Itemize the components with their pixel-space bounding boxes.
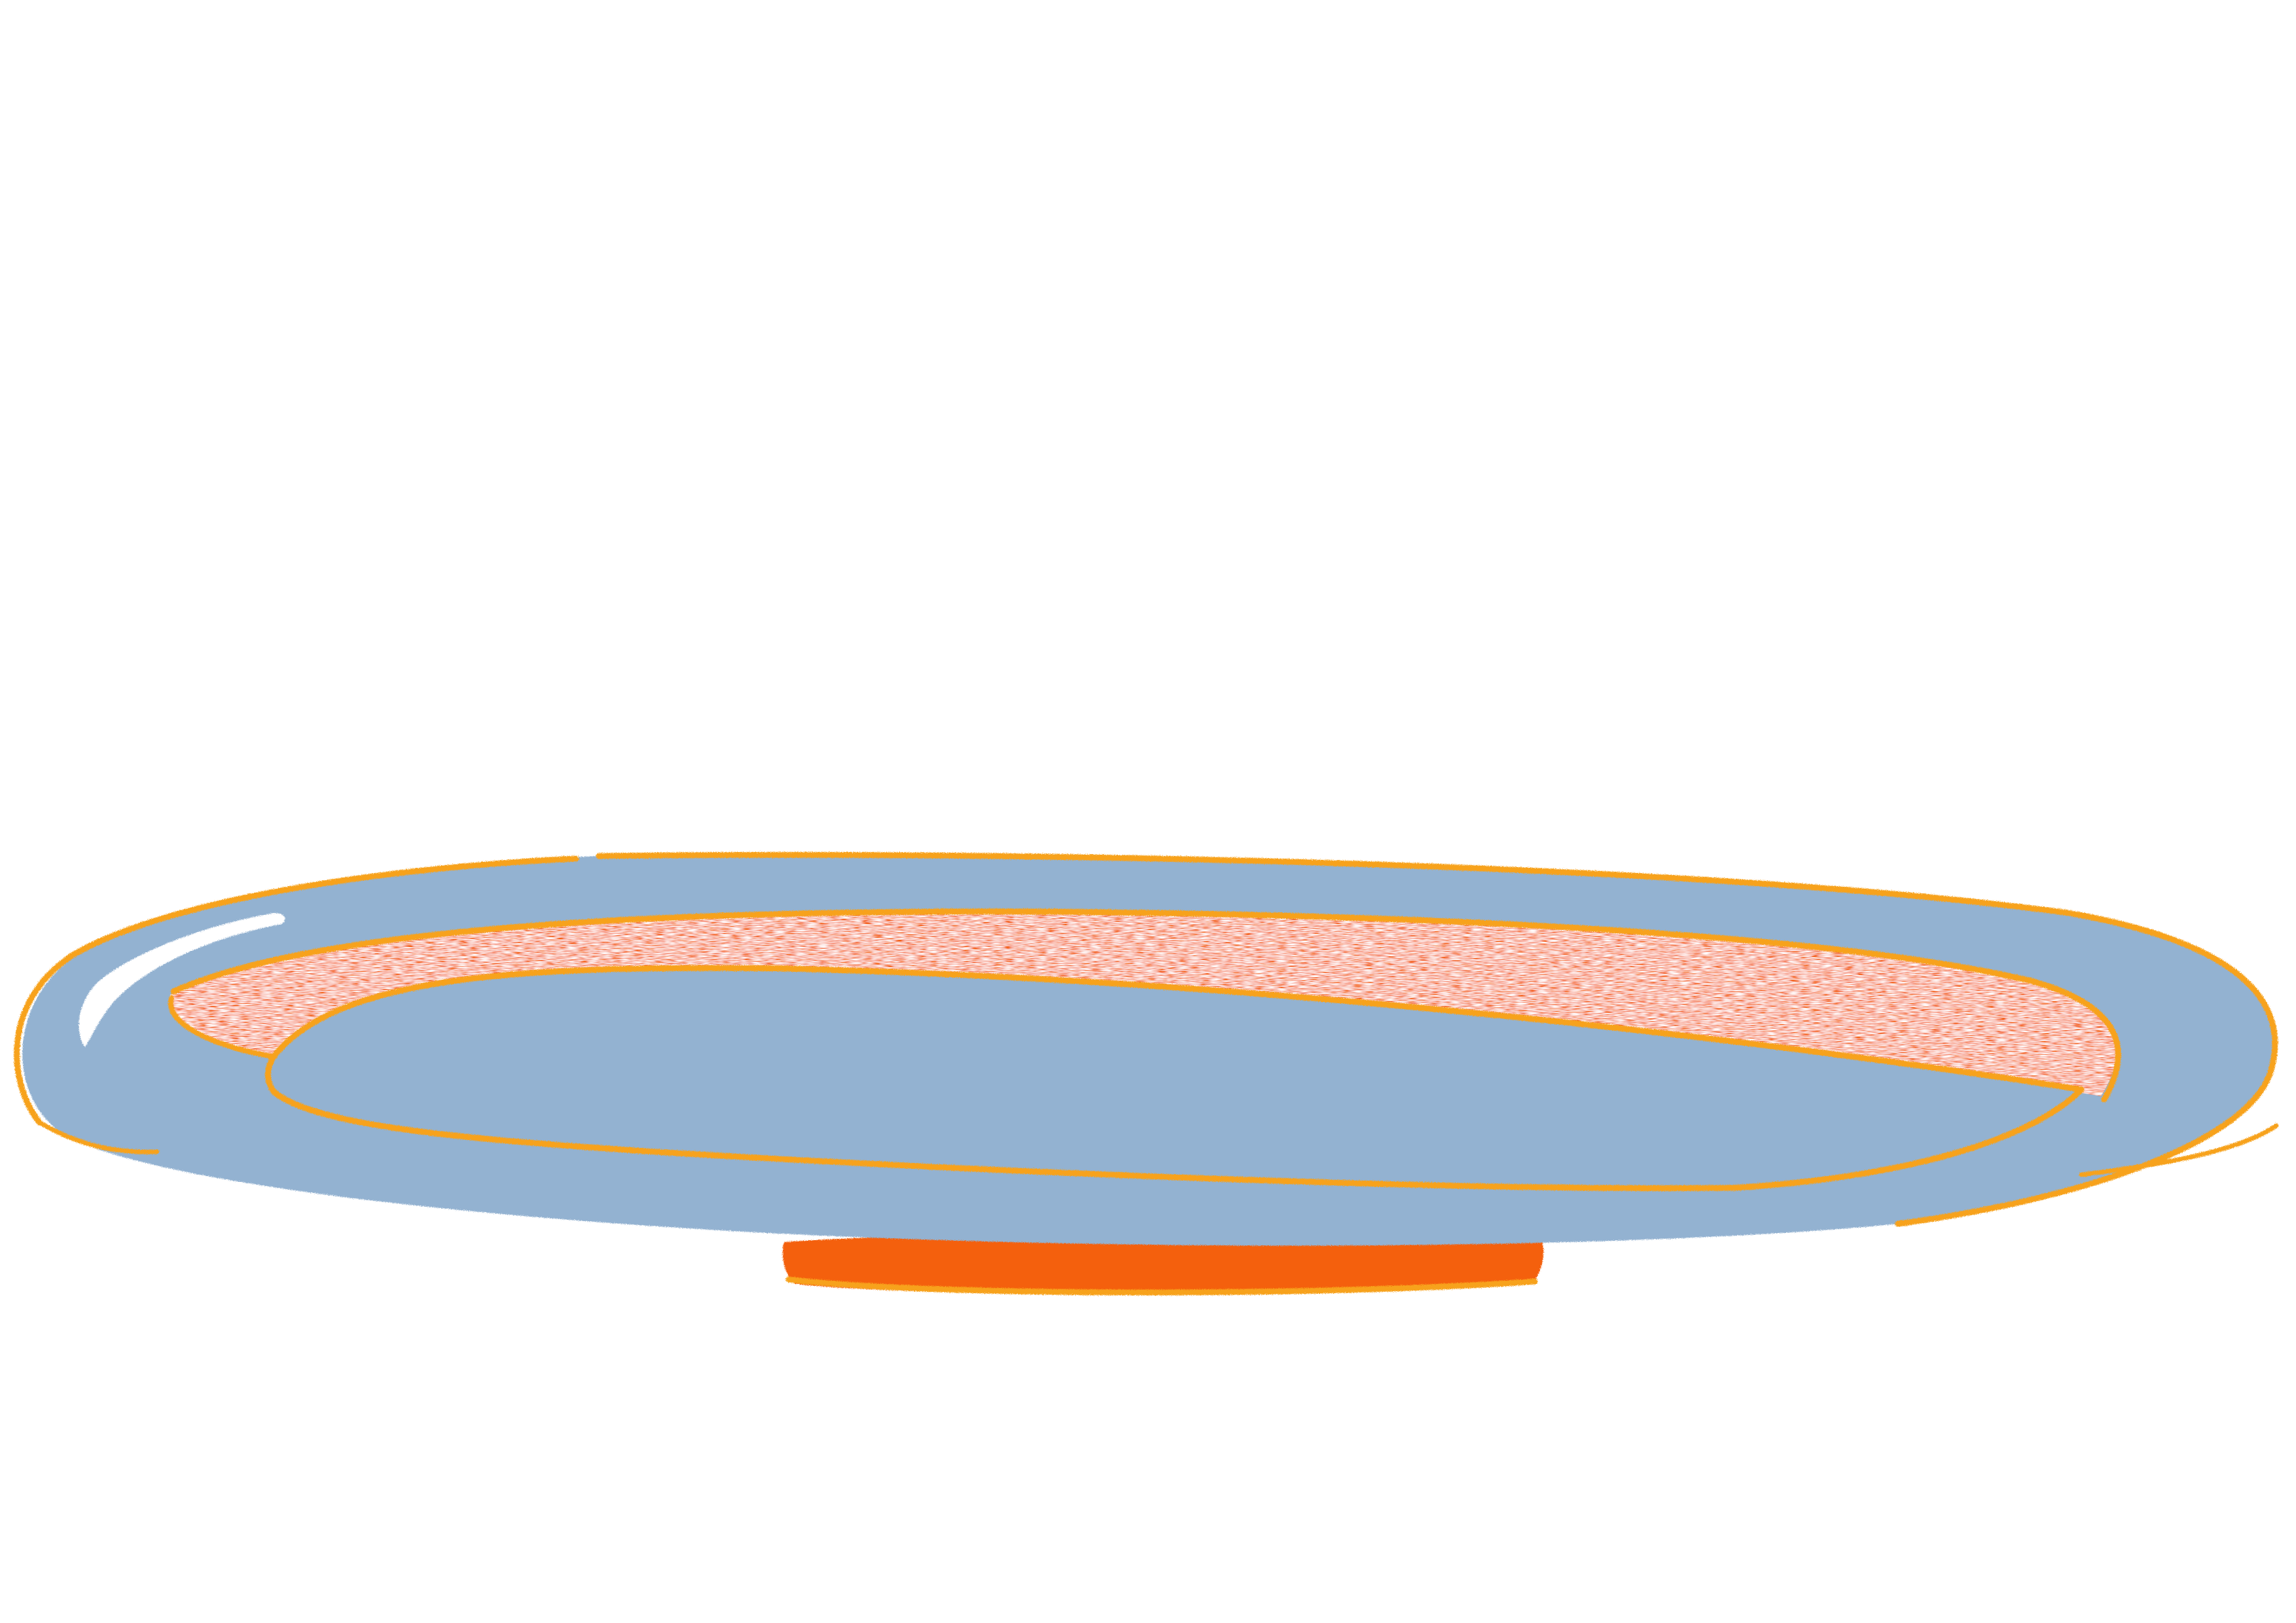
plate-rim	[168, 908, 2121, 1103]
plate-foot	[782, 1233, 1544, 1296]
plate-well	[265, 965, 2085, 1192]
plate-highlight	[79, 913, 285, 1047]
